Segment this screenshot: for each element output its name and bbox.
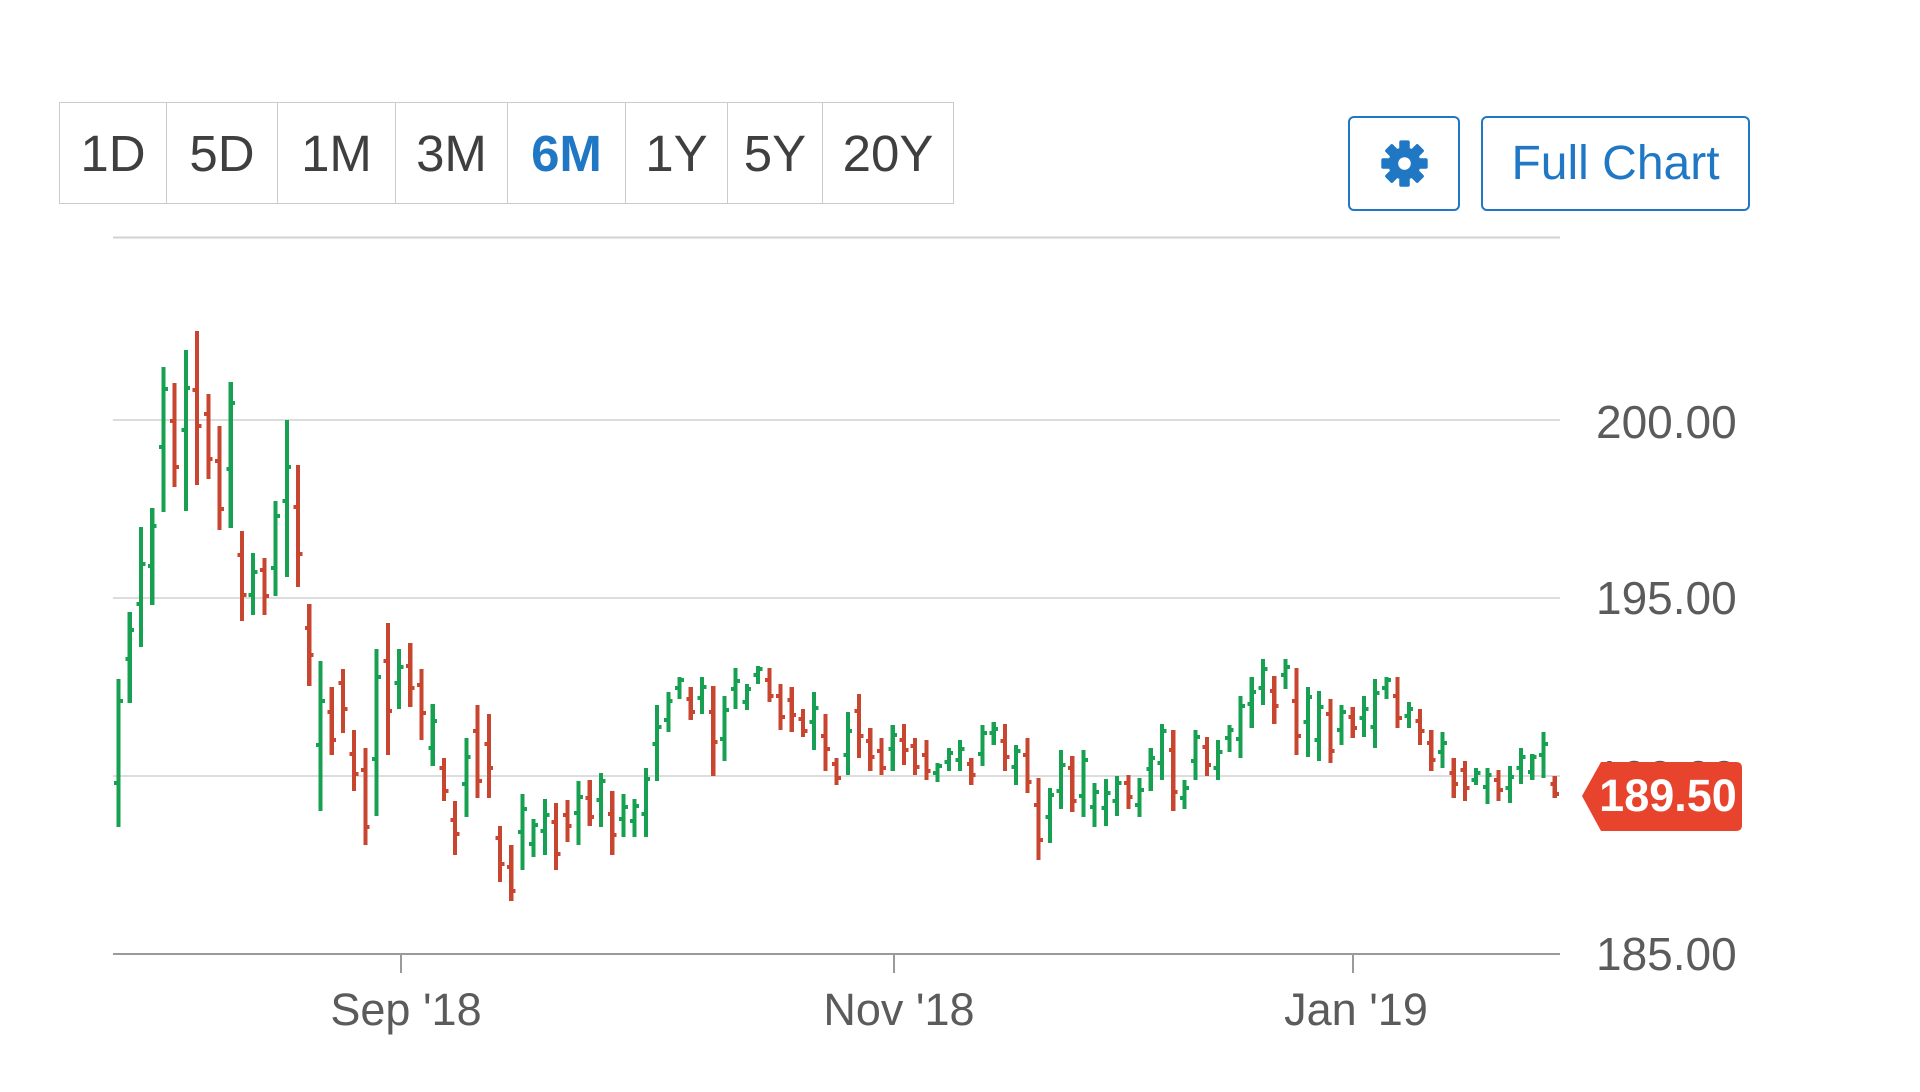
svg-text:185.00: 185.00 [1596,928,1737,980]
svg-text:189.50: 189.50 [1599,770,1737,821]
svg-text:Jan '19: Jan '19 [1284,984,1428,1035]
svg-text:200.00: 200.00 [1596,396,1737,448]
svg-text:195.00: 195.00 [1596,572,1737,624]
svg-text:Nov '18: Nov '18 [823,984,974,1035]
svg-text:Sep '18: Sep '18 [330,984,481,1035]
